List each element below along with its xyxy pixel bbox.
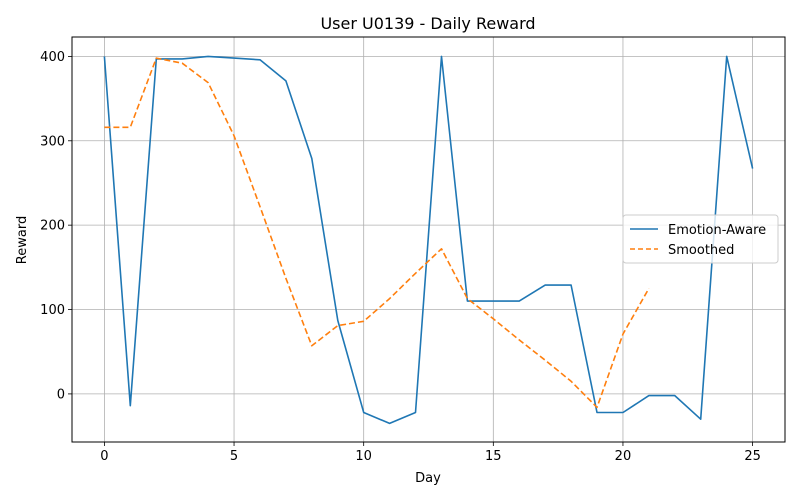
x-ticks: 0 5 10 15 20 25 [100, 442, 761, 464]
legend-label-emotion-aware: Emotion-Aware [668, 223, 766, 238]
y-ticks: 0 100 200 300 400 [40, 50, 72, 402]
y-tick-label: 0 [57, 387, 65, 402]
y-tick-label: 200 [40, 219, 65, 234]
x-tick-label: 0 [100, 449, 108, 464]
y-tick-label: 100 [40, 303, 65, 318]
x-tick-label: 10 [355, 449, 372, 464]
legend-box [622, 214, 779, 264]
x-axis-label: Day [415, 471, 441, 486]
x-tick-label: 15 [485, 449, 502, 464]
y-tick-label: 400 [40, 50, 65, 65]
series-layer [103, 55, 754, 425]
legend-label-smoothed: Smoothed [668, 243, 734, 258]
legend: Emotion-Aware Smoothed [622, 214, 779, 264]
x-tick-label: 5 [230, 449, 238, 464]
y-tick-label: 300 [40, 134, 65, 149]
chart-title: User U0139 - Daily Reward [320, 14, 535, 33]
x-tick-label: 20 [615, 449, 632, 464]
y-axis-label: Reward [15, 216, 30, 264]
series-line-emotion-aware [103, 55, 754, 425]
x-tick-label: 25 [744, 449, 761, 464]
plot-frame [71, 36, 786, 443]
series-line-smoothed [104, 57, 650, 409]
